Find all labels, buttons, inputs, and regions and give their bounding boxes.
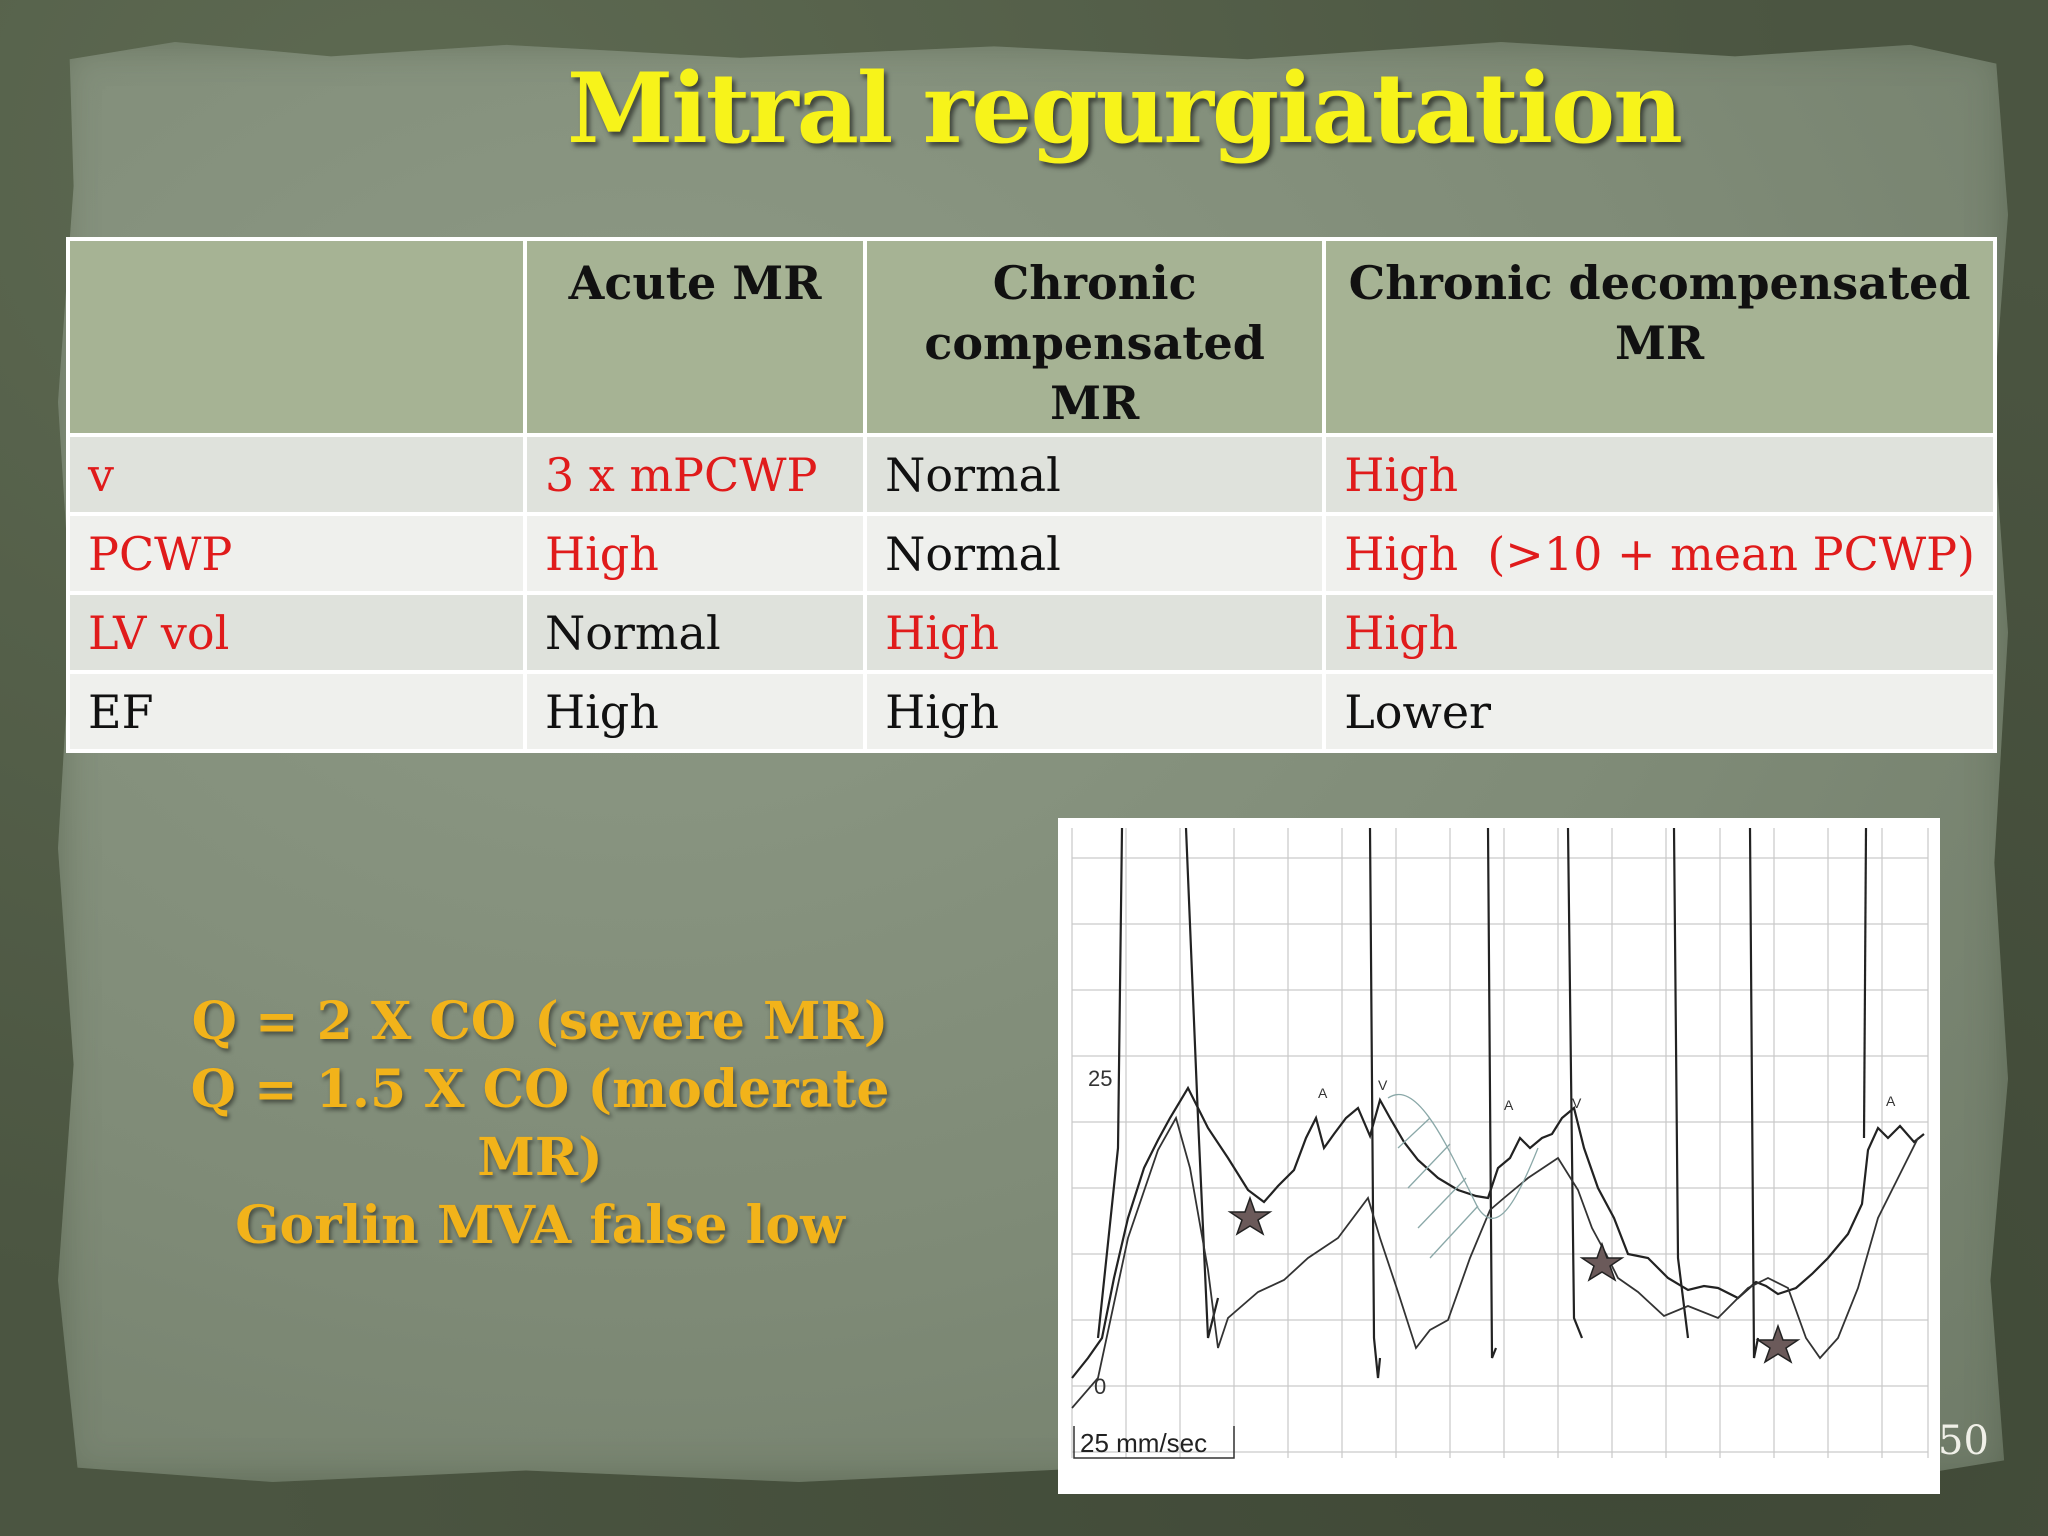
note-gorlin: Gorlin MVA false low: [235, 1195, 845, 1256]
cell-compensated: Normal: [863, 433, 1327, 516]
star-markers: [1227, 1195, 1801, 1364]
v-wave-shading: [1387, 1093, 1539, 1259]
pcwp-trace: [1071, 1085, 1925, 1379]
star-icon: [1579, 1241, 1625, 1282]
star-icon: [1227, 1195, 1273, 1236]
cell-decompensated: High (>10 + mean PCWP): [1322, 512, 1997, 595]
speed-bracket: [1073, 1426, 1235, 1459]
cell-decompensated: High: [1322, 433, 1997, 516]
cell-acute: High: [522, 512, 868, 595]
tracing-grid: [1071, 828, 1929, 1458]
note-severe-mr: Q = 2 X CO (severe MR): [191, 991, 889, 1052]
cell-acute: Normal: [522, 591, 868, 674]
page-number: 50: [1938, 1418, 1989, 1464]
a-wave-label-2: A: [1504, 1097, 1514, 1113]
table-header-row: Acute MR Chronic compensated MR Chronic …: [66, 237, 1997, 437]
cell-compensated: High: [863, 591, 1327, 674]
cell-compensated: Normal: [863, 512, 1327, 595]
regurgitant-flow-notes: Q = 2 X CO (severe MR) Q = 1.5 X CO (mod…: [120, 988, 960, 1260]
mr-comparison-table: Acute MR Chronic compensated MR Chronic …: [66, 237, 1997, 753]
v-wave-label-1: V: [1378, 1077, 1388, 1093]
v-wave-label-2: V: [1572, 1095, 1582, 1111]
note-moderate-mr: Q = 1.5 X CO (moderate MR): [190, 1059, 890, 1188]
row-label: v: [66, 433, 527, 516]
row-label: LV vol: [66, 591, 527, 674]
cell-compensated: High: [863, 670, 1327, 753]
table-header-acute: Acute MR: [522, 237, 868, 437]
a-wave-label-1: A: [1318, 1085, 1328, 1101]
table-row-pcwp: PCWP High Normal High (>10 + mean PCWP): [66, 512, 1997, 595]
pressure-tracing-image: 25 0 25 mm/sec A V A V A: [1058, 818, 1940, 1494]
lv-pressure-spikes: [1096, 827, 1868, 1379]
table-header-chronic-decompensated: Chronic decompensated MR: [1322, 237, 1997, 437]
paper-speed-label: 25 mm/sec: [1080, 1428, 1207, 1458]
table-header-chronic-compensated: Chronic compensated MR: [863, 237, 1327, 437]
table-row-lv-vol: LV vol Normal High High: [66, 591, 1997, 674]
cell-acute: 3 x mPCWP: [522, 433, 868, 516]
scale-25-label: 25: [1088, 1066, 1112, 1091]
table-row-v: v 3 x mPCWP Normal High: [66, 433, 1997, 516]
slide-title: Mitral regurgiatation: [567, 52, 1683, 165]
scale-0-label: 0: [1094, 1374, 1106, 1399]
table-header-empty: [66, 237, 527, 437]
row-label: EF: [66, 670, 527, 753]
cell-decompensated: Lower: [1322, 670, 1997, 753]
star-icon: [1755, 1323, 1801, 1364]
cell-acute: High: [522, 670, 868, 753]
cell-decompensated: High: [1322, 591, 1997, 674]
a-wave-label-3: A: [1886, 1093, 1896, 1109]
table-row-ef: EF High High Lower: [66, 670, 1997, 753]
row-label: PCWP: [66, 512, 527, 595]
la-trace: [1071, 1115, 1919, 1409]
pressure-tracing-svg: 25 0 25 mm/sec A V A V A: [1071, 827, 1929, 1459]
